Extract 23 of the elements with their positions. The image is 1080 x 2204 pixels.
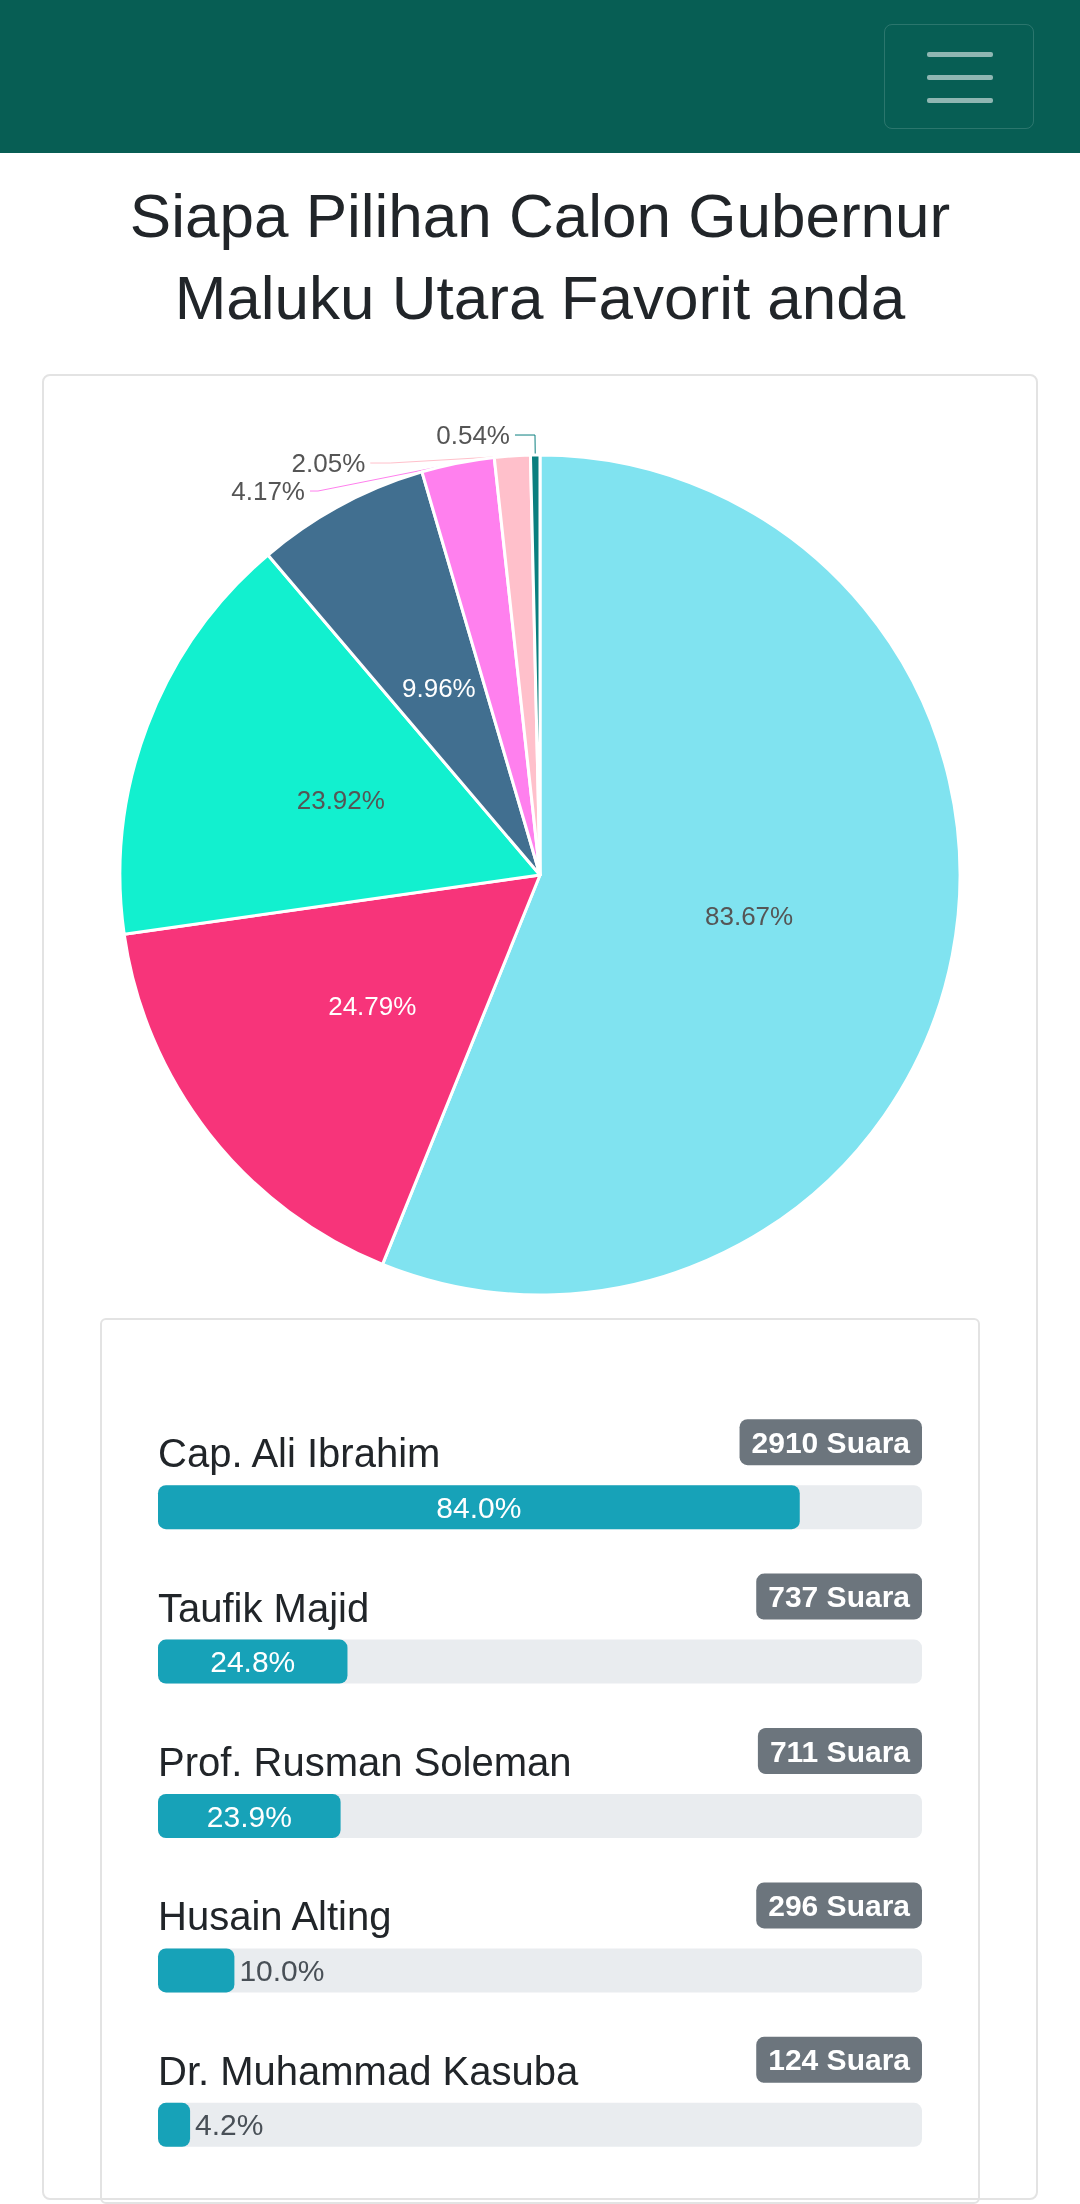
data-label: 9.96%	[402, 672, 476, 703]
chart-title: Siapa Pilihan Calon Gubernur Maluku Utara Favorit anda	[128, 180, 952, 334]
annotation: 737 Suara	[768, 1580, 911, 1614]
data-label: 23.9%	[206, 1799, 292, 1833]
data-label: 4.17%	[231, 476, 305, 507]
annotation: 711 Suara	[769, 1734, 911, 1768]
data-label: 0.54%	[436, 420, 510, 451]
y-tick-label: Prof. Rusman Soleman	[158, 1740, 572, 1784]
data-label: 4.2%	[195, 2108, 264, 2142]
data-label: 24.8%	[210, 1645, 296, 1679]
annotation: 124 Suara	[768, 2043, 911, 2077]
y-tick-label: Cap. Ali Ibrahim	[158, 1431, 441, 1476]
annotation: 296 Suara	[768, 1888, 911, 1922]
data-label: 10.0%	[239, 1953, 325, 1987]
data-label: 84.0%	[436, 1490, 522, 1524]
data-label: 24.79%	[328, 991, 417, 1022]
data-label: 2.05%	[291, 448, 366, 479]
data-label: 83.67%	[704, 900, 794, 931]
annotation: 2910 Suara	[751, 1425, 911, 1459]
data-label: 23.92%	[296, 784, 385, 815]
y-tick-label: Husain Alting	[158, 1894, 392, 1939]
y-tick-label: Dr. Muhammad Kasuba	[158, 2048, 579, 2093]
y-tick-label: Taufik Majid	[158, 1585, 370, 1630]
